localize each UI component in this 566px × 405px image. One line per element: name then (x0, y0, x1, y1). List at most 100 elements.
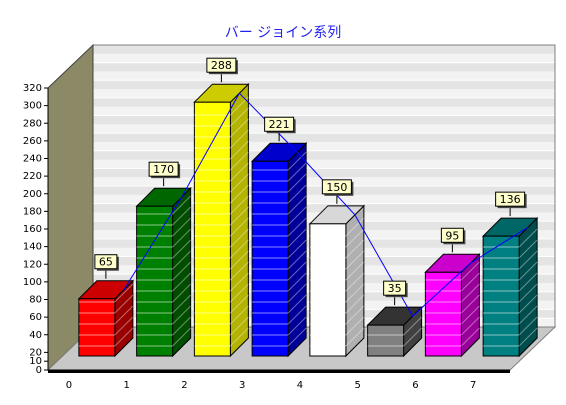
y-tick-label: 0 (36, 365, 42, 376)
bar-stripe (230, 129, 249, 149)
bar-stripe (230, 261, 249, 281)
plot-area: 0102040608010012014016018020022024026028… (23, 43, 557, 391)
bar-stripe (114, 316, 134, 336)
data-label: 35 (388, 282, 402, 295)
y-tick-label: 100 (23, 277, 42, 288)
x-tick-label: 2 (181, 380, 187, 391)
y-tick-label: 220 (23, 171, 42, 182)
bar-stripe (230, 206, 249, 226)
bar (366, 305, 423, 358)
y-tick-label: 320 (23, 83, 42, 94)
bar-stripe (230, 316, 249, 336)
bar-front (136, 205, 174, 357)
bar-stripe (345, 272, 365, 292)
bar-stripe (287, 316, 307, 336)
bar-stripe (345, 294, 365, 314)
bar-side (345, 204, 365, 358)
chart-title: バー ジョイン系列 (225, 25, 341, 41)
bar-stripe (287, 173, 307, 193)
bar-stripe (172, 272, 191, 292)
bar-stripe (172, 239, 191, 259)
data-label-box (94, 254, 118, 270)
x-tick-label: 7 (470, 380, 476, 391)
bar-front (78, 298, 116, 357)
bar-stripe (287, 305, 307, 325)
bar-front (309, 223, 347, 357)
data-label: 65 (99, 256, 113, 269)
bar-stripe (230, 162, 249, 182)
bar-stripe (287, 162, 307, 182)
bar (135, 186, 192, 358)
data-label: 288 (211, 59, 232, 72)
bar-stripe (172, 261, 191, 281)
bar-stripe (518, 250, 538, 270)
bar-front (482, 235, 520, 357)
bar-stripe (230, 217, 249, 237)
bar (77, 279, 135, 358)
bar-stripe (230, 305, 249, 325)
bar-stripe (230, 107, 249, 127)
data-label: 170 (153, 163, 174, 176)
bar-stripe (230, 239, 249, 259)
y-tick-label: 300 (23, 101, 42, 112)
bar-front (251, 160, 289, 357)
bar-stripe (287, 239, 307, 259)
grid-band (93, 115, 555, 125)
floor-edge (48, 370, 510, 373)
bar-stripe (287, 228, 307, 248)
bar-stripe (403, 327, 422, 347)
bar-front (424, 271, 462, 357)
bar-stripe (287, 195, 307, 215)
y-tick-label: 20 (29, 347, 42, 358)
data-label: 136 (500, 193, 521, 206)
x-tick-label: 5 (354, 380, 360, 391)
grid-band (93, 203, 555, 213)
bar-front (193, 101, 231, 357)
bar-stripe (345, 228, 365, 248)
grid-band (93, 150, 555, 160)
bar-stripe (230, 140, 249, 160)
y-tick-label: 260 (23, 136, 42, 147)
bar-stripe (518, 272, 538, 292)
bar-stripe (518, 283, 538, 303)
data-label: 150 (326, 181, 347, 194)
bar-stripe (403, 316, 422, 336)
x-tick-label: 3 (239, 380, 245, 391)
bar-stripe (172, 294, 191, 314)
bar-stripe (287, 206, 307, 226)
bar-stripe (230, 184, 249, 204)
bar-stripe (230, 228, 249, 248)
bar-stripe (518, 261, 538, 281)
y-tick-label: 160 (23, 224, 42, 235)
bar-stripe (172, 206, 191, 226)
data-label-box (264, 116, 295, 132)
bar-stripe (287, 184, 307, 204)
y-tick-label: 180 (23, 206, 42, 217)
bar-stripe (518, 316, 538, 336)
bar-stripe (230, 118, 249, 138)
bar-stripe (345, 250, 365, 270)
x-tick-label: 0 (66, 380, 72, 391)
y-tick-label: 240 (23, 154, 42, 165)
x-tick-label: 4 (297, 380, 303, 391)
grid-band (93, 62, 555, 72)
bar (193, 82, 250, 358)
grid-band (93, 97, 555, 107)
bar-stripe (172, 283, 191, 303)
bar-stripe (172, 316, 191, 336)
bar-stripe (518, 327, 538, 347)
y-tick-label: 40 (29, 330, 42, 341)
y-tick-label: 120 (23, 259, 42, 270)
bar-stripe (345, 327, 365, 347)
bar-front (367, 324, 405, 357)
bar-stripe (230, 151, 249, 171)
bar (250, 142, 308, 358)
bar-stripe (172, 305, 191, 325)
grid-band (93, 133, 555, 142)
bar-stripe (287, 151, 307, 171)
bar-stripe (461, 316, 480, 336)
bar-stripe (172, 217, 191, 237)
bar-stripe (345, 261, 365, 281)
bar (424, 253, 481, 358)
grid-band (93, 80, 555, 90)
